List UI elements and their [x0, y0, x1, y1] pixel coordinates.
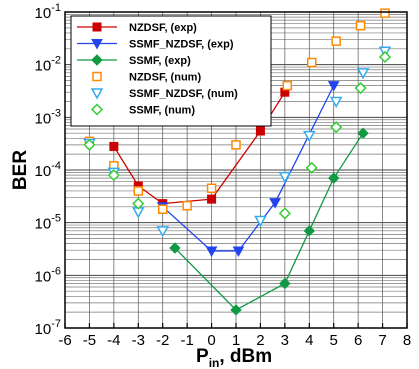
data-point-square	[380, 8, 390, 18]
series-3	[169, 127, 369, 316]
legend-item: NZDSF, (num)	[92, 71, 201, 84]
data-point-triangle	[232, 246, 245, 258]
data-point-diamond	[230, 304, 242, 316]
data-point-square	[306, 57, 317, 68]
legend-item: SSMF, (exp)	[77, 54, 191, 67]
data-point-diamond	[378, 50, 392, 64]
x-tick-label: -1	[180, 332, 193, 349]
series-line	[174, 132, 364, 311]
data-point-square	[282, 80, 293, 91]
data-point-square	[231, 140, 241, 150]
legend-label: SSMF_NZDSF, (exp)	[129, 39, 234, 51]
data-point-square	[206, 183, 217, 194]
legend-item: SSMF, (num)	[90, 103, 195, 117]
x-tick-label: -3	[132, 332, 145, 349]
x-axis-title-main: P	[196, 346, 209, 367]
y-tick-label: 10-1	[35, 2, 61, 22]
data-point-square	[207, 194, 217, 204]
x-axis-title-subscript: in	[209, 356, 220, 369]
legend-label: NZDSF, (exp)	[129, 22, 197, 34]
data-point-triangle	[329, 96, 343, 109]
data-point-diamond	[83, 138, 96, 151]
x-tick-label: 5	[330, 332, 338, 349]
x-tick-label: 8	[403, 332, 411, 349]
data-point-triangle	[356, 68, 370, 80]
legend-item: SSMF_NZDSF, (num)	[90, 88, 238, 100]
legend-box	[70, 15, 272, 127]
data-point-diamond	[357, 127, 369, 139]
data-point-diamond	[279, 277, 291, 290]
data-point-triangle	[205, 246, 218, 258]
x-tick-label: 1	[232, 332, 240, 349]
legend-item: NZDSF, (exp)	[77, 22, 197, 34]
data-point-diamond	[132, 197, 145, 210]
data-point-triangle	[269, 198, 281, 209]
data-point-square	[255, 126, 265, 136]
data-point-square	[92, 22, 102, 32]
legend-label: SSMF, (exp)	[129, 55, 191, 67]
data-point-square	[157, 204, 168, 214]
data-point-square	[182, 200, 192, 211]
data-point-triangle	[91, 39, 103, 50]
legend-label: NZDSF, (num)	[129, 72, 201, 84]
data-point-square	[355, 20, 366, 31]
x-tick-label: -4	[107, 332, 120, 349]
x-tick-label: 4	[305, 332, 313, 349]
data-point-diamond	[330, 121, 343, 134]
data-point-square	[109, 141, 119, 151]
series-group	[83, 8, 392, 316]
x-tick-label: 2	[256, 332, 264, 349]
y-tick-label: 10-3	[35, 107, 61, 127]
x-tick-label: 6	[354, 332, 362, 349]
data-point-diamond	[107, 169, 120, 182]
legend-label: SSMF, (num)	[129, 105, 195, 117]
data-point-square	[92, 71, 102, 82]
x-tick-label: 0	[207, 332, 215, 349]
legend-item: SSMF_NZDSF, (exp)	[77, 39, 234, 51]
y-tick-label: 10-4	[35, 160, 61, 180]
y-tick-label: 10-5	[35, 213, 61, 233]
data-point-triangle	[90, 88, 104, 100]
data-point-square	[331, 36, 341, 46]
series-2	[156, 81, 340, 258]
data-point-triangle	[254, 215, 267, 228]
y-tick-label: 10-6	[35, 265, 61, 285]
y-axis-title: BER	[10, 150, 31, 190]
data-point-diamond	[303, 225, 315, 237]
data-point-triangle	[278, 171, 292, 184]
data-point-diamond	[354, 81, 367, 95]
data-point-diamond	[90, 103, 104, 116]
data-point-diamond	[305, 161, 318, 174]
x-tick-label: -6	[58, 332, 71, 349]
data-point-diamond	[169, 242, 181, 254]
legend: NZDSF, (exp) SSMF_NZDSF, (exp) SSMF, (exp)…	[70, 15, 272, 127]
data-point-diamond	[91, 54, 103, 66]
x-tick-label: 3	[281, 332, 289, 349]
x-tick-label: 7	[378, 332, 386, 349]
data-point-triangle	[156, 226, 169, 238]
y-tick-label: 10-7	[35, 318, 61, 338]
axis-ticks: -6 -5 -4 -3 -2 -1 0 1 2 3 4 5 6 7 8 10-1 10-2 10-3 10-4 10-…	[35, 2, 412, 349]
x-axis-title: Pin, dBm	[196, 346, 272, 369]
y-tick-label: 10-2	[35, 55, 61, 75]
x-tick-label: -2	[156, 332, 169, 349]
legend-label: SSMF_NZDSF, (num)	[129, 88, 238, 100]
data-point-diamond	[278, 207, 291, 220]
data-point-square	[133, 186, 144, 196]
x-tick-label: -5	[83, 332, 96, 349]
data-point-triangle	[327, 81, 340, 92]
series-6	[83, 50, 392, 220]
data-point-triangle	[303, 130, 316, 143]
data-point-diamond	[328, 172, 340, 184]
x-axis-title-rest: , dBm	[219, 346, 272, 367]
